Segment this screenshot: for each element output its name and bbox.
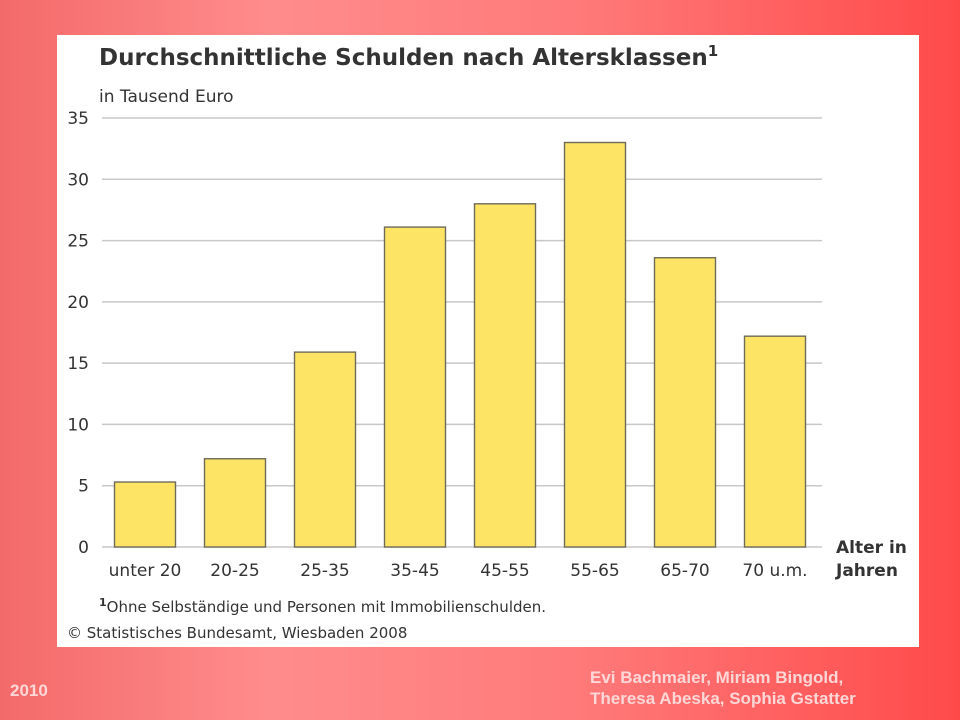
chart-title-footnote-mark: 1	[708, 42, 718, 60]
slide-authors: Evi Bachmaier, Miriam Bingold, Theresa A…	[590, 667, 856, 709]
bar	[113, 481, 177, 548]
footnote: 1Ohne Selbständige und Personen mit Immo…	[99, 596, 546, 616]
bars	[113, 141, 807, 548]
chart-subtitle: in Tausend Euro	[99, 87, 233, 107]
y-tick-label: 35	[67, 109, 89, 129]
x-tick-label: 25-35	[300, 561, 349, 581]
x-tick-label: 70 u.m.	[742, 561, 807, 581]
bar	[203, 458, 267, 548]
x-axis-title-line1: Alter in	[836, 538, 907, 558]
x-tick-label: 20-25	[210, 561, 259, 581]
x-tick-label: 45-55	[480, 561, 529, 581]
authors-line-1: Evi Bachmaier, Miriam Bingold,	[590, 668, 844, 687]
y-tick-label: 5	[78, 477, 89, 497]
x-tick-label: 35-45	[390, 561, 439, 581]
bar	[743, 335, 807, 548]
bar	[653, 257, 717, 548]
slide-year: 2010	[10, 681, 48, 700]
source-credit: © Statistisches Bundesamt, Wiesbaden 200…	[67, 624, 407, 642]
bar	[293, 351, 357, 548]
footnote-mark: 1	[99, 596, 107, 609]
y-tick-label: 30	[67, 170, 89, 190]
chart-panel: Durchschnittliche Schulden nach Alterskl…	[57, 35, 919, 647]
bar-chart: Durchschnittliche Schulden nach Alterskl…	[67, 42, 907, 642]
x-axis-title-line2: Jahren	[835, 561, 898, 581]
x-tick-label: 55-65	[570, 561, 619, 581]
bar	[473, 203, 537, 548]
chart-title: Durchschnittliche Schulden nach Alterskl…	[99, 42, 718, 71]
y-tick-label: 0	[78, 538, 89, 558]
y-tick-label: 15	[67, 354, 89, 374]
y-tick-label: 20	[67, 293, 89, 313]
x-tick-label: unter 20	[109, 561, 182, 581]
y-tick-label: 25	[67, 232, 89, 252]
y-tick-label: 10	[67, 415, 89, 435]
bar	[563, 141, 627, 548]
footnote-text: Ohne Selbständige und Personen mit Immob…	[107, 598, 546, 616]
x-tick-label: 65-70	[660, 561, 709, 581]
bar	[383, 226, 447, 548]
y-axis-ticks: 0 5 10 15 20 25 30 35	[67, 109, 89, 558]
authors-line-2: Theresa Abeska, Sophia Gstatter	[590, 689, 856, 708]
chart-title-text: Durchschnittliche Schulden nach Alterskl…	[99, 45, 708, 71]
x-axis-labels: unter 20 20-25 25-35 35-45 45-55 55-65 65-70 70…	[109, 561, 808, 581]
